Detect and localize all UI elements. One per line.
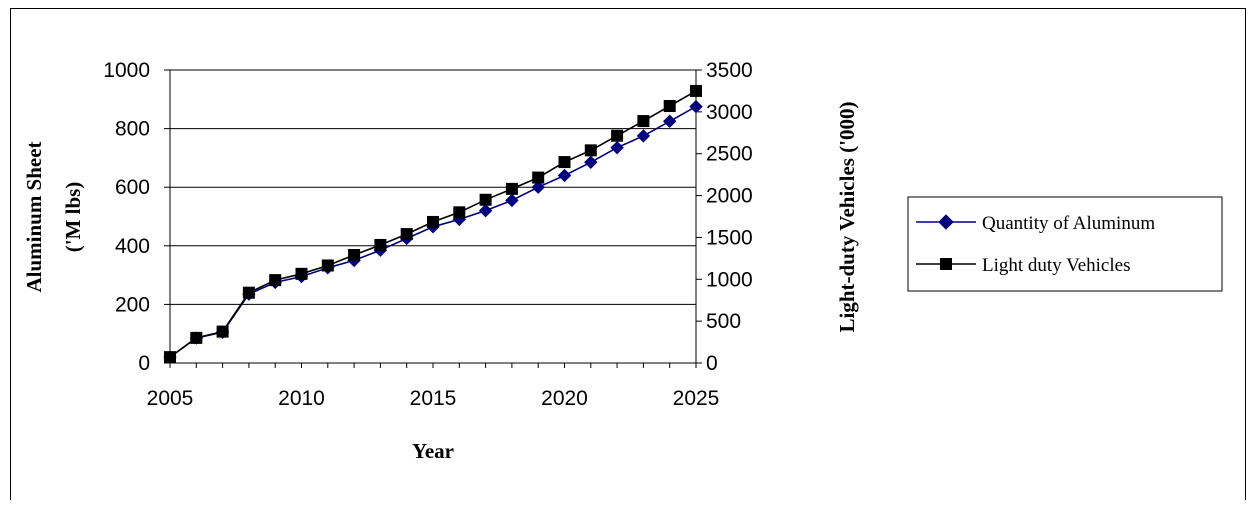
data-point-vehicles: [400, 228, 413, 241]
data-point-vehicles: [637, 115, 650, 128]
y-left-tick-label: 0: [138, 352, 150, 375]
data-point-vehicles: [479, 193, 492, 206]
y-right-tick-label: 1000: [706, 268, 753, 291]
data-point-vehicles: [532, 171, 545, 184]
tick-labels: 0 200 400 600 800 1000 0 500 1000 1500 2000 2500 300…: [103, 59, 752, 410]
data-point-vehicles: [190, 331, 203, 344]
data-point-aluminum: [557, 168, 572, 183]
y-left-tick-label: 200: [115, 293, 150, 316]
y-left-tick-label: 1000: [103, 59, 150, 82]
data-point-vehicles: [216, 325, 229, 338]
chart-frame: [10, 8, 1246, 500]
gridlines: [170, 69, 696, 305]
data-point-aluminum: [662, 114, 677, 128]
y-left-tick-label: 600: [115, 176, 150, 199]
data-point-vehicles: [348, 249, 361, 262]
legend-marker-square: [940, 258, 952, 270]
y-right-tick-label: 3500: [706, 59, 753, 82]
data-point-vehicles: [164, 351, 176, 364]
x-tick-label: 2005: [147, 387, 194, 410]
legend: Quantity of Aluminum Light duty Vehicles: [907, 196, 1223, 292]
y-right-tick-label: 0: [706, 352, 718, 375]
data-point-aluminum: [478, 203, 493, 218]
x-tick-label: 2020: [541, 387, 588, 410]
data-point-vehicles: [663, 99, 676, 112]
data-point-aluminum: [584, 155, 598, 170]
data-point-aluminum: [689, 99, 703, 114]
y-right-tick-label: 2500: [706, 143, 753, 166]
data-point-aluminum: [505, 193, 519, 208]
legend-marker-diamond: [938, 214, 954, 230]
data-point-vehicles: [558, 156, 571, 169]
legend-label-aluminum: Quantity of Aluminum: [982, 213, 1155, 234]
data-point-vehicles: [505, 182, 518, 195]
data-point-vehicles: [453, 206, 466, 219]
y-left-tick-label: 800: [115, 118, 150, 141]
data-point-vehicles: [269, 274, 282, 287]
x-tick-label: 2010: [278, 387, 325, 410]
data-point-vehicles: [584, 144, 597, 157]
x-tick-label: 2015: [410, 387, 457, 410]
data-point-vehicles: [427, 215, 439, 228]
y-right-tick-label: 500: [706, 310, 741, 333]
data-point-vehicles: [321, 259, 334, 272]
legend-label-vehicles: Light duty Vehicles: [982, 255, 1130, 276]
x-tick-label: 2025: [673, 387, 720, 410]
data-point-aluminum: [531, 180, 545, 194]
y-left-tick-label: 400: [115, 235, 150, 258]
axes: [164, 69, 702, 368]
data-point-vehicles: [374, 238, 387, 251]
y-right-tick-label: 3000: [706, 101, 753, 124]
data-point-vehicles: [690, 84, 702, 97]
y-right-tick-label: 1500: [706, 226, 753, 249]
y-right-tick-label: 2000: [706, 185, 753, 208]
data-point-vehicles: [295, 267, 308, 280]
y-axis-left-title-line1: Aluminum Sheet: [22, 141, 46, 292]
data-point-vehicles: [611, 129, 624, 142]
y-axis-right-title: Light-duty Vehicles ('000): [835, 101, 859, 332]
y-axis-left-title-line2: ('M lbs): [61, 182, 85, 253]
data-point-aluminum: [610, 140, 624, 155]
data-point-aluminum: [636, 129, 651, 143]
data-point-vehicles: [242, 286, 255, 299]
x-axis-title: Year: [412, 439, 454, 463]
series-layer: [163, 84, 703, 364]
